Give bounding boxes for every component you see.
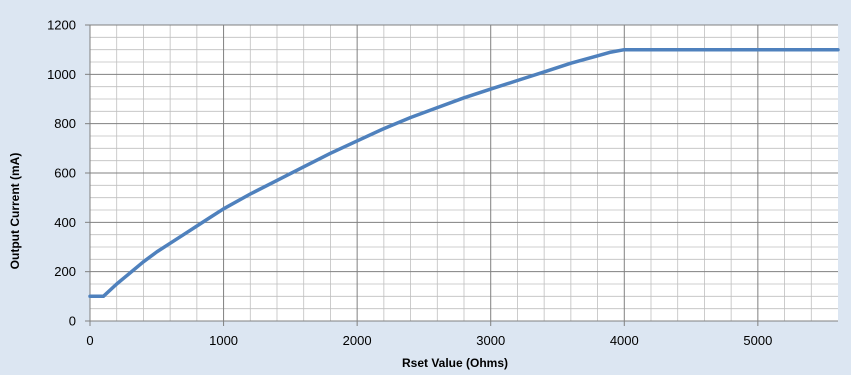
major-grid <box>90 24 838 321</box>
y-tick-label: 400 <box>54 215 76 230</box>
y-tick-label: 200 <box>54 264 76 279</box>
y-tick-label: 1000 <box>47 67 76 82</box>
x-tick-label: 1000 <box>209 333 238 348</box>
y-tick-labels: 0 200 400 600 800 1000 1200 <box>47 18 76 329</box>
y-tick-label: 1200 <box>47 18 76 33</box>
x-tick-labels: 0 1000 2000 3000 4000 5000 <box>86 333 772 348</box>
series-group <box>88 47 840 299</box>
y-tick-label: 0 <box>69 314 76 329</box>
y-axis-label: Output Current (mA) <box>8 153 22 270</box>
axes <box>85 24 838 326</box>
x-tick-label: 4000 <box>610 333 639 348</box>
x-tick-label: 3000 <box>476 333 505 348</box>
y-tick-label: 800 <box>54 116 76 131</box>
x-tick-label: 5000 <box>743 333 772 348</box>
y-tick-label: 600 <box>54 166 76 181</box>
x-axis-label: Rset Value (Ohms) <box>402 356 508 370</box>
x-tick-label: 2000 <box>343 333 372 348</box>
x-tick-label: 0 <box>86 333 93 348</box>
series-line-1 <box>88 47 840 299</box>
